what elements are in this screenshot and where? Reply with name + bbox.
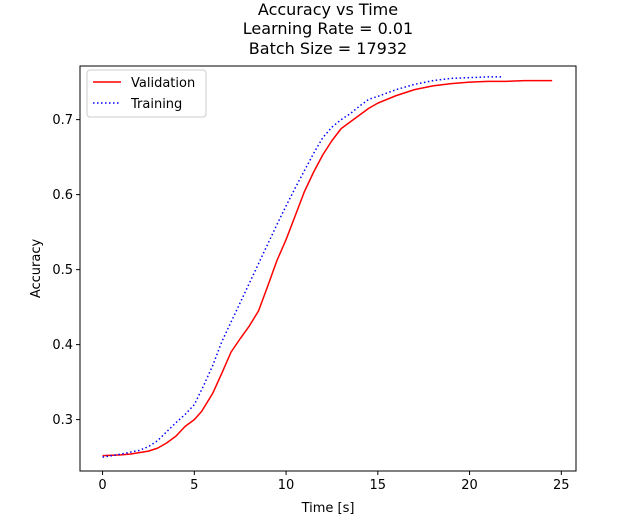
series-line-validation — [102, 79, 553, 457]
y-tick-label: 0.7 — [52, 113, 73, 128]
x-axis-label: Time [s] — [301, 501, 355, 516]
x-tick-label: 0 — [98, 478, 106, 493]
x-tick-label: 15 — [370, 478, 387, 493]
y-tick-label: 0.4 — [52, 338, 73, 353]
x-axis-ticks: 0 5 10 15 20 25 — [98, 471, 570, 493]
y-tick-label: 0.3 — [52, 413, 73, 428]
y-tick-label: 0.5 — [52, 263, 73, 278]
x-tick-label: 5 — [190, 478, 198, 493]
x-tick-label: 10 — [278, 478, 295, 493]
legend: Validation Training — [86, 69, 207, 118]
x-tick-label: 25 — [553, 478, 570, 493]
chart-title: Accuracy vs Time Learning Rate = 0.01 Ba… — [243, 0, 413, 58]
y-axis-ticks: 0.3 0.4 0.5 0.6 0.7 — [52, 113, 80, 428]
y-axis-label: Accuracy — [29, 239, 44, 299]
plot-area — [80, 66, 576, 471]
legend-label-validation: Validation — [131, 76, 195, 91]
chart-title-line-3: Batch Size = 17932 — [249, 39, 407, 58]
legend-label-training: Training — [130, 97, 182, 112]
chart-title-line-2: Learning Rate = 0.01 — [243, 19, 413, 38]
x-tick-label: 20 — [461, 478, 478, 493]
y-tick-label: 0.6 — [52, 188, 73, 203]
axes-frame — [79, 65, 577, 472]
chart-title-line-1: Accuracy vs Time — [258, 0, 398, 19]
series-layer — [102, 76, 553, 458]
